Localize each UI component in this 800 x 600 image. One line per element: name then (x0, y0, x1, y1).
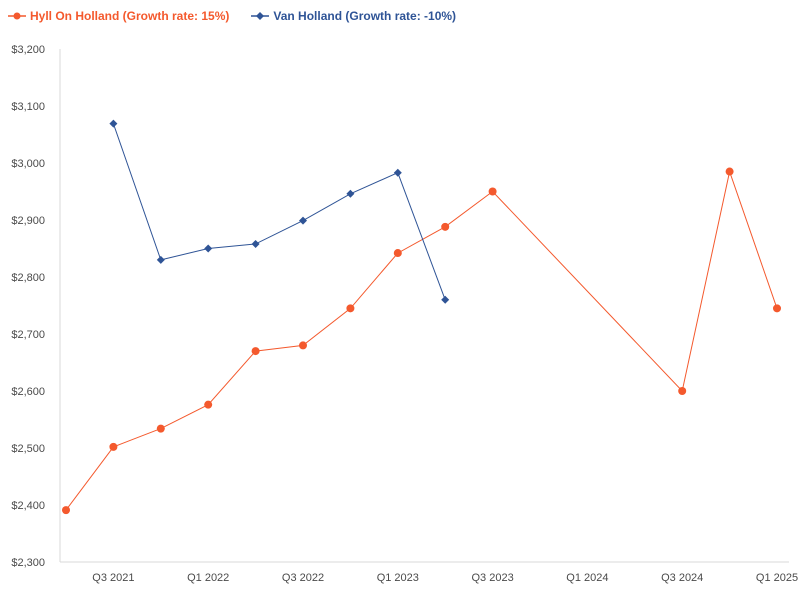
legend-item-hyll-on-holland[interactable]: Hyll On Holland (Growth rate: 15%) (8, 9, 229, 23)
legend-label-van-holland: Van Holland (Growth rate: -10%) (273, 9, 457, 23)
legend: Hyll On Holland (Growth rate: 15%) Van H… (8, 9, 456, 23)
y-tick-label: $2,900 (11, 215, 45, 227)
x-tick-label: Q1 2024 (566, 572, 608, 584)
axes: $2,300 $2,400 $2,500 $2,600 $2,700 $2,800 $2,9… (11, 44, 798, 584)
y-tick-label: $2,400 (11, 500, 45, 512)
x-tick-label: Q3 2021 (92, 572, 134, 584)
series-line (112, 123, 446, 300)
data-point[interactable] (441, 295, 450, 304)
data-point[interactable] (109, 442, 118, 451)
legend-label-hyll-on-holland: Hyll On Holland (Growth rate: 15%) (30, 9, 230, 23)
data-point[interactable] (725, 167, 734, 176)
data-point[interactable] (251, 347, 260, 356)
legend-item-van-holland[interactable]: Van Holland (Growth rate: -10%) (251, 9, 456, 23)
data-point[interactable] (204, 400, 213, 409)
data-point[interactable] (773, 304, 781, 313)
series-line (65, 169, 778, 511)
y-tick-label: $3,200 (11, 44, 45, 56)
x-tick-label: Q1 2025 (756, 572, 798, 584)
y-tick-label: $2,600 (11, 386, 45, 398)
y-tick-label: $2,500 (11, 443, 45, 455)
y-tick-label: $2,800 (11, 272, 45, 284)
data-point[interactable] (488, 187, 497, 196)
data-point[interactable] (346, 304, 355, 313)
data-point[interactable] (441, 222, 450, 231)
y-tick-label: $3,100 (11, 101, 45, 113)
data-point[interactable] (204, 244, 213, 253)
x-tick-label: Q1 2023 (377, 572, 419, 584)
data-point[interactable] (299, 341, 307, 350)
data-point[interactable] (393, 168, 402, 177)
y-tick-label: $2,300 (11, 557, 45, 569)
legend-marker-van-holland (256, 12, 265, 20)
data-point[interactable] (156, 424, 165, 433)
data-point[interactable] (346, 189, 355, 198)
legend-swatch-hyll-on-holland (8, 12, 26, 20)
legend-marker-hyll-on-holland (13, 12, 21, 20)
data-point[interactable] (299, 216, 307, 225)
x-tick-label: Q1 2022 (187, 572, 229, 584)
x-tick-label: Q3 2024 (661, 572, 703, 584)
series-layer (62, 119, 781, 515)
data-point[interactable] (62, 506, 70, 515)
data-point[interactable] (251, 239, 260, 248)
x-tick-label: Q3 2023 (471, 572, 513, 584)
legend-swatch-van-holland (251, 12, 270, 20)
data-point[interactable] (393, 249, 402, 258)
series-hyll-on-holland-growth-rate-15 (62, 167, 781, 515)
y-tick-label: $3,000 (11, 158, 45, 170)
data-point[interactable] (109, 119, 118, 128)
data-point[interactable] (678, 387, 687, 395)
x-tick-label: Q3 2022 (282, 572, 324, 584)
y-tick-label: $2,700 (11, 329, 45, 341)
data-point[interactable] (156, 255, 165, 264)
series-van-holland-growth-rate-10 (109, 119, 450, 304)
